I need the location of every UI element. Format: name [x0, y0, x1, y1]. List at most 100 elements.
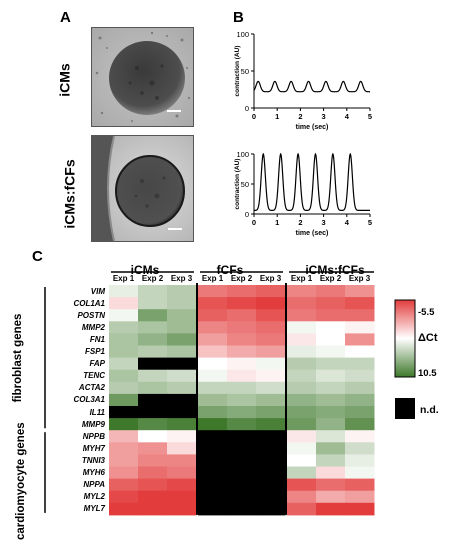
heatmap-cell — [316, 502, 346, 516]
heatmap-cell — [287, 430, 317, 443]
heatmap-cell — [227, 345, 257, 359]
heatmap-cell — [227, 442, 257, 455]
legend-nd-label: n.d. — [420, 404, 439, 416]
heatmap-cell — [109, 321, 139, 334]
heatmap-cell — [138, 430, 168, 443]
heatmap-cell — [198, 285, 228, 298]
heatmap-cell — [287, 357, 317, 371]
heatmap-cell — [109, 297, 139, 310]
heatmap-cell — [167, 478, 197, 492]
heatmap-cell — [138, 357, 168, 371]
gene-label: MMP9 — [81, 419, 105, 429]
legend-min-label: -5.5 — [418, 307, 435, 318]
gene-label: FAP — [89, 359, 105, 369]
heatmap-cell — [138, 478, 168, 492]
legend-max-label: 10.5 — [418, 368, 437, 379]
contraction-plot-2: 0 50 100 0 1 2 3 4 5 time (sec) contraction (AU) — [234, 150, 372, 237]
heatmap-cell — [316, 309, 346, 322]
heatmap-cell — [109, 333, 139, 346]
experiment-label: Exp 1 — [201, 274, 224, 283]
heatmap-cell — [287, 333, 317, 346]
heatmap-cell — [256, 297, 286, 310]
heatmap-cell — [198, 333, 228, 346]
heatmap-cell — [227, 381, 257, 395]
heatmap-cell — [256, 466, 286, 480]
micrograph-cocultured-image — [92, 136, 193, 241]
heatmap-cell — [138, 297, 168, 310]
heatmap-cell — [316, 466, 346, 480]
heatmap-cell — [316, 345, 346, 359]
heatmap-cell — [287, 321, 317, 334]
x-tick-label: 0 — [252, 218, 256, 227]
y-tick-label: 50 — [241, 67, 249, 76]
heatmap-cell — [109, 406, 139, 419]
heatmap-cell — [167, 297, 197, 310]
heatmap-cell — [287, 418, 317, 431]
panel-letter-b: B — [233, 9, 244, 26]
heatmap-cell — [287, 454, 317, 467]
heatmap-cell — [227, 369, 257, 383]
gene-label: IL11 — [89, 407, 105, 417]
heatmap-cell — [256, 454, 286, 467]
heatmap-cell — [256, 430, 286, 443]
micrograph-cocultured — [91, 135, 194, 242]
heatmap-cell — [138, 369, 168, 383]
heatmap-cell — [198, 466, 228, 480]
heatmap-cell — [138, 454, 168, 467]
heatmap-cell — [227, 333, 257, 346]
heatmap-cell — [345, 381, 375, 395]
heatmap-cell — [109, 466, 139, 480]
legend-nd-swatch — [395, 398, 415, 419]
heatmap-cell — [167, 309, 197, 322]
y-tick-label: 0 — [245, 104, 249, 113]
heatmap-cell — [138, 309, 168, 322]
heatmap-cell — [256, 393, 286, 407]
x-tick-label: 2 — [298, 218, 302, 227]
heatmap-cell — [138, 442, 168, 455]
heatmap-cell — [109, 454, 139, 467]
heatmap-cell — [287, 406, 317, 419]
experiment-label: Exp 3 — [348, 274, 371, 283]
heatmap-cell — [109, 490, 139, 504]
gene-label: TENC — [83, 371, 105, 381]
heatmap-cell — [256, 285, 286, 298]
gene-label: FN1 — [89, 334, 105, 344]
heatmap-cell — [227, 297, 257, 310]
heatmap-cell — [345, 321, 375, 334]
y-tick-label: 50 — [241, 180, 249, 189]
y-axis-label: contraction (AU) — [234, 46, 241, 97]
heatmap-cell — [109, 369, 139, 383]
heatmap-cell — [227, 406, 257, 419]
heatmap-cell — [256, 442, 286, 455]
heatmap-cell — [287, 381, 317, 395]
heatmap-cell — [109, 393, 139, 407]
heatmap-cell — [109, 309, 139, 322]
heatmap-cell — [316, 285, 346, 298]
heatmap-cell — [198, 357, 228, 371]
y-tick-label: 0 — [245, 210, 249, 219]
heatmap-cell — [167, 418, 197, 431]
gene-label: NPPA — [83, 480, 105, 490]
heatmap-cell — [167, 321, 197, 334]
heatmap-cell — [316, 430, 346, 443]
experiment-label: Exp 3 — [259, 274, 282, 283]
heatmap-cell — [227, 321, 257, 334]
heatmap-cell — [198, 345, 228, 359]
heatmap-cell — [109, 381, 139, 395]
x-tick-label: 4 — [345, 218, 350, 227]
heatmap-cell — [345, 490, 375, 504]
heatmap-cell — [227, 490, 257, 504]
heatmap-cell — [256, 502, 286, 516]
gene-label: MYL2 — [83, 492, 105, 502]
x-axis-label: time (sec) — [296, 124, 329, 131]
x-axis-label: time (sec) — [296, 230, 329, 237]
gene-label: FSP1 — [84, 347, 105, 356]
heatmap-cell — [167, 333, 197, 346]
heatmap-cell — [198, 478, 228, 492]
experiment-label: Exp 3 — [170, 274, 193, 283]
heatmap-cell — [167, 369, 197, 383]
heatmap-cell — [227, 430, 257, 443]
heatmap-cell — [109, 430, 139, 443]
heatmap-cell — [316, 381, 346, 395]
